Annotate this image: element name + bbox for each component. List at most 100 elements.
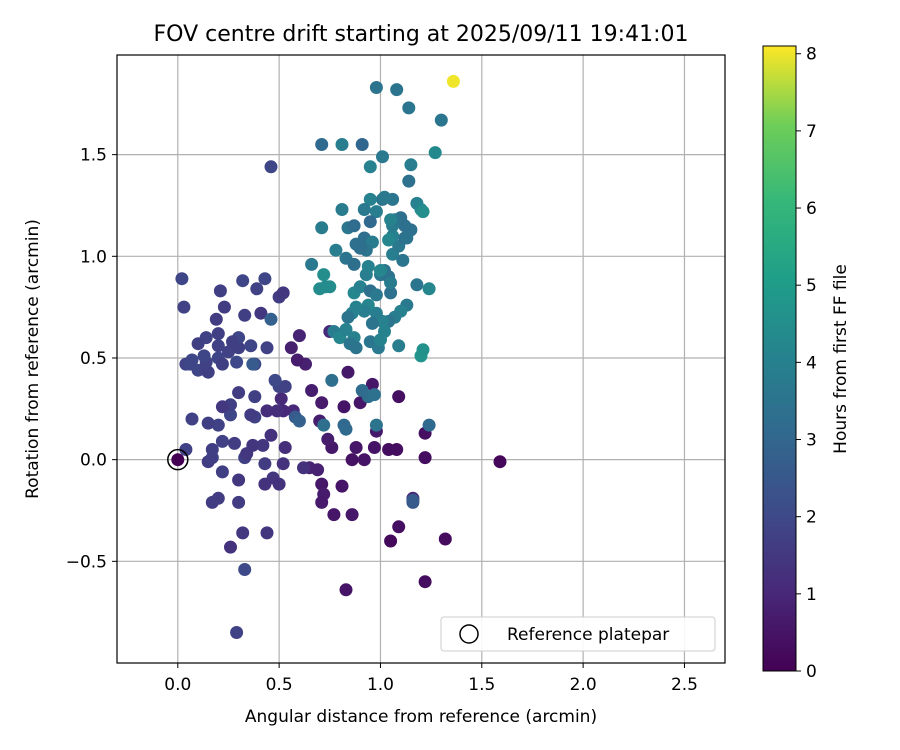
scatter-point xyxy=(313,282,327,296)
scatter-point xyxy=(305,257,319,271)
scatter-point xyxy=(416,205,430,219)
scatter-point xyxy=(315,138,329,151)
scatter-point xyxy=(396,253,410,267)
scatter-point xyxy=(402,101,416,115)
colorbar-tick-label: 3 xyxy=(806,431,817,451)
scatter-point xyxy=(222,345,235,359)
scatter-point xyxy=(175,272,189,286)
scatter-point xyxy=(390,83,404,97)
chart-title: FOV centre drift starting at 2025/09/11 … xyxy=(154,22,689,47)
x-tick-label: 1.5 xyxy=(468,675,495,695)
scatter-point xyxy=(177,300,191,314)
scatter-point xyxy=(171,453,185,467)
scatter-point xyxy=(230,355,244,369)
scatter-point xyxy=(341,365,355,379)
scatter-point xyxy=(369,306,383,320)
scatter-point xyxy=(201,416,215,430)
scatter-point xyxy=(363,215,377,229)
scatter-point xyxy=(292,414,306,428)
scatter-point xyxy=(215,465,229,479)
scatter-point xyxy=(290,353,304,367)
scatter-point xyxy=(232,495,246,509)
y-tick-label: 1.5 xyxy=(80,146,107,166)
scatter-point xyxy=(215,434,229,448)
scatter-point xyxy=(446,74,460,88)
scatter-point xyxy=(315,495,329,509)
scatter-point xyxy=(382,233,396,247)
colorbar-tick-label: 5 xyxy=(806,276,817,296)
scatter-point xyxy=(215,400,229,414)
scatter-point xyxy=(384,213,398,227)
y-tick-label: −0.5 xyxy=(66,552,107,572)
x-tick-label: 1.0 xyxy=(367,675,394,695)
scatter-point xyxy=(211,491,225,505)
scatter-point xyxy=(335,138,349,151)
scatter-point xyxy=(369,288,383,302)
y-axis-ticks: −0.5 0.0 0.5 1.0 1.5 xyxy=(66,146,117,572)
x-axis-label: Angular distance from reference (arcmin) xyxy=(245,707,597,727)
scatter-point xyxy=(315,477,329,491)
scatter-point xyxy=(197,349,211,363)
scatter-point xyxy=(369,81,383,94)
scatter-point xyxy=(236,526,250,540)
scatter-point xyxy=(355,138,369,151)
x-tick-label: 0.0 xyxy=(164,675,191,695)
scatter-point xyxy=(224,408,237,422)
scatter-point xyxy=(384,534,398,548)
scatter-point xyxy=(337,400,351,414)
scatter-point xyxy=(418,575,432,589)
scatter-point xyxy=(369,205,383,219)
scatter-point xyxy=(274,392,288,406)
scatter-point xyxy=(325,373,339,387)
scatter-point xyxy=(363,160,377,174)
scatter-point xyxy=(246,357,260,371)
scatter-point xyxy=(404,158,418,172)
scatter-point xyxy=(297,461,310,475)
scatter-point xyxy=(347,219,361,233)
scatter-point xyxy=(428,146,442,160)
colorbar-gradient xyxy=(762,45,797,672)
scatter-point xyxy=(422,282,436,296)
scatter-point xyxy=(384,276,398,290)
x-tick-label: 0.5 xyxy=(266,675,293,695)
plot-frame xyxy=(116,54,726,664)
scatter-point xyxy=(226,335,239,349)
scatter-point xyxy=(268,373,282,387)
scatter-point xyxy=(392,339,406,353)
scatter-point xyxy=(355,384,369,397)
x-axis-ticks: 0.0 0.5 1.0 1.5 2.0 2.5 xyxy=(164,663,698,695)
scatter-point xyxy=(250,282,264,296)
scatter-point xyxy=(339,323,353,336)
scatter-point xyxy=(317,418,331,432)
reference-platepar-marker xyxy=(167,448,189,471)
colorbar-tick-label: 6 xyxy=(806,199,817,219)
scatter-point xyxy=(205,443,219,456)
scatter-point xyxy=(232,386,246,400)
scatter-point xyxy=(384,286,398,300)
colorbar-tick-label: 2 xyxy=(806,508,817,528)
scatter-point xyxy=(264,428,278,442)
scatter-point xyxy=(390,443,404,456)
scatter-point xyxy=(378,190,391,204)
scatter-point xyxy=(345,508,359,522)
scatter-point xyxy=(260,341,274,355)
scatter-point xyxy=(191,337,205,351)
scatter-point xyxy=(402,174,416,188)
scatter-point xyxy=(230,626,244,639)
scatter-point xyxy=(434,113,448,127)
scatter-point xyxy=(349,441,363,454)
scatter-point xyxy=(347,257,361,271)
colorbar-tick-label: 7 xyxy=(806,122,817,142)
scatter-point xyxy=(236,274,250,288)
scatter-point xyxy=(357,453,371,467)
scatter-point xyxy=(213,284,227,298)
colorbar-label: Hours from first FF file xyxy=(831,264,851,454)
scatter-point xyxy=(305,384,319,397)
scatter-point xyxy=(276,286,290,300)
scatter-point xyxy=(224,540,237,554)
scatter-point xyxy=(179,443,193,456)
legend-marker-icon xyxy=(459,624,479,644)
scatter-point xyxy=(260,404,274,418)
scatter-point xyxy=(270,404,284,418)
colorbar-tick-label: 0 xyxy=(806,662,817,682)
